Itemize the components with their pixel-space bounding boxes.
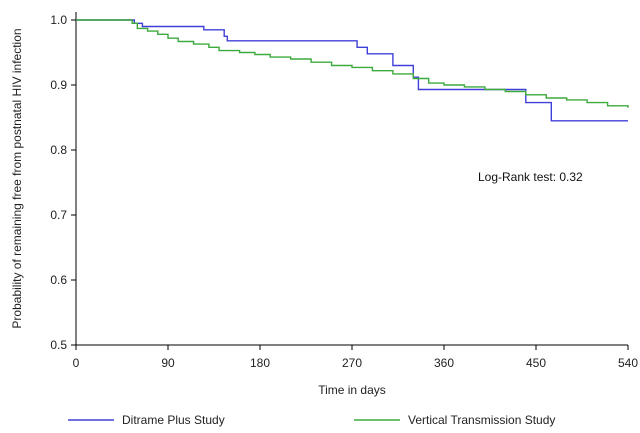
y-tick-label: 0.7 — [50, 208, 67, 222]
x-tick-label: 360 — [434, 356, 454, 370]
x-tick-label: 270 — [342, 356, 362, 370]
y-axis-title: Probability of remaining free from postn… — [10, 28, 24, 328]
x-tick-label: 450 — [526, 356, 546, 370]
x-tick-label: 0 — [73, 356, 80, 370]
series-line-1 — [76, 19, 628, 122]
y-tick-label: 0.5 — [50, 338, 67, 352]
log-rank-annotation: Log-Rank test: 0.32 — [478, 170, 583, 184]
legend: Ditrame Plus Study Vertical Transmission … — [68, 413, 555, 427]
x-axis-title: Time in days — [318, 383, 386, 397]
x-tick-label: 90 — [161, 356, 175, 370]
y-tick-label: 1.0 — [50, 13, 67, 27]
y-tick-label: 0.6 — [50, 273, 67, 287]
legend-label-2: Vertical Transmission Study — [408, 413, 555, 427]
axes: 0 90 180 270 360 450 540 0.5 0.6 0.7 0.8 0.9 1.0 — [50, 12, 638, 370]
series-layer — [76, 19, 629, 122]
x-tick-label: 180 — [250, 356, 270, 370]
y-tick-label: 0.9 — [50, 78, 67, 92]
series-line-2 — [76, 19, 629, 108]
legend-label-1: Ditrame Plus Study — [122, 413, 225, 427]
x-tick-label: 540 — [618, 356, 638, 370]
y-tick-label: 0.8 — [50, 143, 67, 157]
